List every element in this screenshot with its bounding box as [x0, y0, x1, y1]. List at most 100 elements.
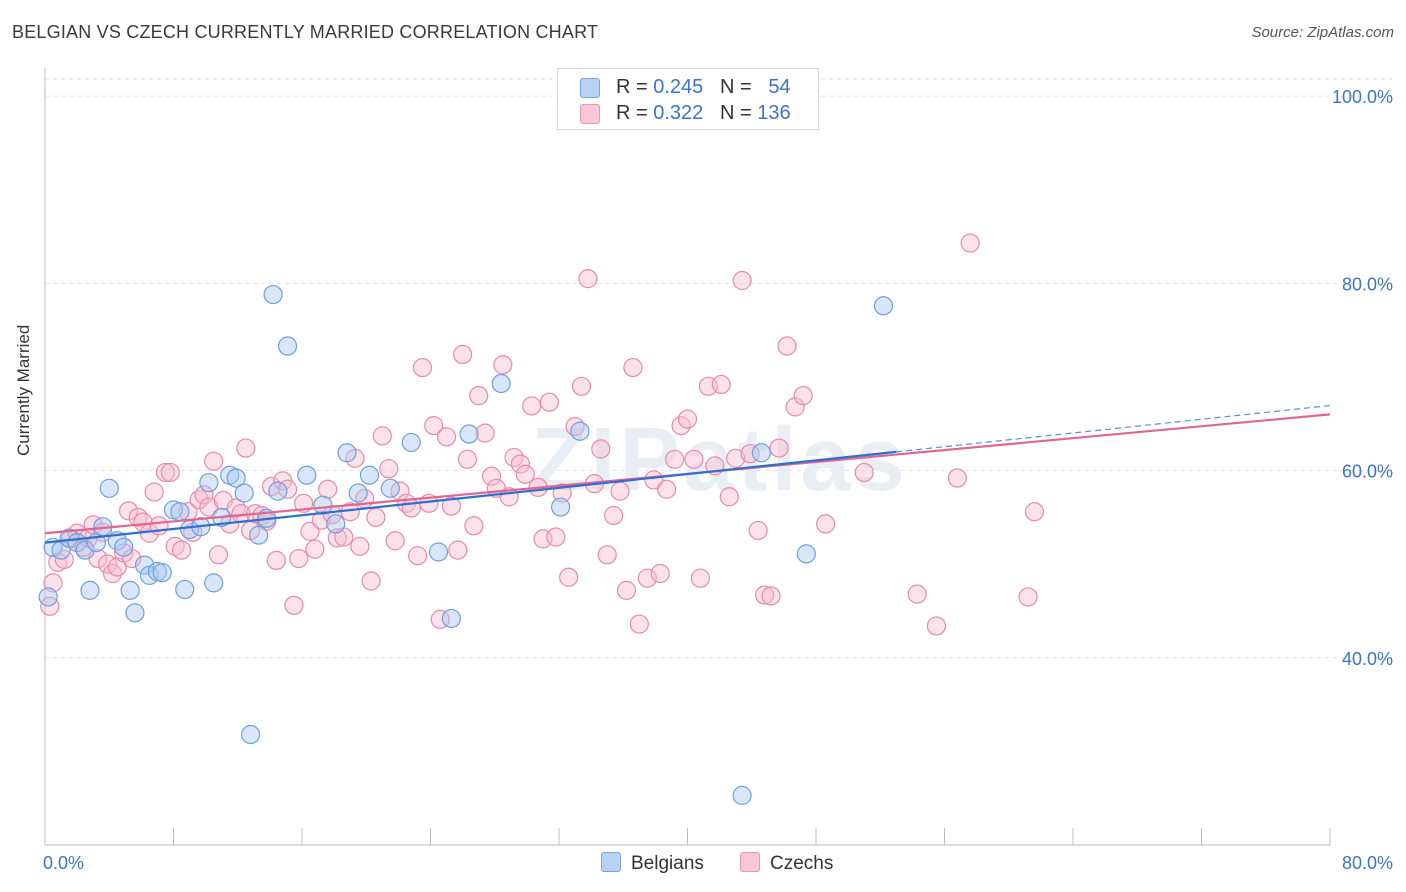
- belgians-point: [263, 284, 283, 305]
- czechs-point: [208, 545, 229, 565]
- tick-labels: 40.0% 60.0% 80.0% 100.0% 0.0% 80.0%: [43, 87, 1393, 873]
- czechs-point: [769, 438, 789, 458]
- belgians-point: [551, 497, 571, 517]
- belgians-trend-line: [44, 450, 897, 544]
- czechs-point: [719, 487, 739, 507]
- belgians-r-label: R =: [616, 76, 654, 98]
- czechs-point: [732, 270, 752, 291]
- belgians-point: [428, 542, 449, 562]
- czechs-point: [412, 357, 433, 378]
- czechs-point: [401, 498, 421, 518]
- czechs-point: [481, 466, 502, 486]
- belgians-r-value: 0.245: [653, 76, 704, 98]
- czechs-point: [629, 614, 649, 634]
- czechs-point: [441, 496, 461, 516]
- czechs-point: [657, 479, 677, 499]
- czechs-point: [591, 439, 611, 459]
- czechs-point: [436, 427, 457, 447]
- czechs-point: [464, 516, 484, 536]
- czechs-point: [118, 501, 139, 521]
- czechs-point: [361, 571, 381, 591]
- czechs-point: [947, 468, 967, 488]
- belgians-trend-extension: [896, 404, 1331, 453]
- belgians-point: [732, 785, 752, 805]
- czechs-point: [266, 550, 286, 571]
- czechs-point: [144, 482, 164, 502]
- czechs-point: [424, 416, 444, 436]
- czechs-point: [236, 438, 256, 458]
- belgians-point: [80, 580, 100, 600]
- czechs-point: [453, 344, 473, 365]
- belgians-point: [175, 579, 195, 600]
- czechs-point: [777, 336, 797, 356]
- czechs-point: [597, 545, 617, 565]
- belgians-point: [38, 587, 58, 607]
- czechs-n-label: N =: [719, 102, 758, 124]
- belgians-point: [170, 502, 190, 522]
- czechs-point: [748, 520, 768, 541]
- legend-item-belgians: Belgians: [601, 852, 704, 875]
- belgians-point: [796, 544, 816, 564]
- czechs-point: [133, 512, 153, 532]
- czechs-point: [160, 462, 180, 483]
- czechs-point: [1024, 502, 1045, 522]
- czechs-point: [408, 546, 428, 566]
- czechs-point: [650, 563, 670, 584]
- belgians-point: [459, 424, 479, 444]
- czechs-point: [366, 507, 386, 527]
- czechs-point: [546, 527, 566, 547]
- czechs-point: [623, 357, 643, 378]
- czechs-r-value: 0.322: [653, 102, 704, 124]
- czechs-point: [793, 386, 813, 406]
- belgians-point: [277, 336, 298, 356]
- czechs-legend-swatch: [740, 852, 760, 872]
- belgians-point: [120, 580, 140, 600]
- czechs-point: [171, 540, 192, 560]
- belgians-point: [226, 468, 246, 488]
- czechs-point: [311, 510, 331, 530]
- czechs-point: [469, 386, 489, 406]
- czechs-point: [289, 548, 309, 569]
- belgians-point: [873, 296, 894, 316]
- czechs-point: [493, 355, 513, 375]
- czechs-point: [522, 396, 542, 416]
- belgians-point: [491, 373, 511, 394]
- czechs-point: [711, 374, 731, 395]
- correlation-legend: R = 0.245 N = 54 R = 0.322 N = 136: [557, 68, 819, 130]
- czechs-point: [816, 514, 836, 534]
- belgians-points: [38, 284, 894, 805]
- y-tick-label: 60.0%: [1342, 462, 1393, 482]
- belgians-point: [751, 443, 771, 463]
- belgians-point: [401, 432, 421, 453]
- belgians-point: [125, 603, 145, 623]
- czechs-point: [475, 423, 495, 443]
- czechs-legend-label: Czechs: [770, 853, 834, 874]
- czechs-point: [350, 536, 370, 556]
- belgians-point: [337, 443, 357, 463]
- czechs-point: [571, 376, 592, 396]
- czechs-point: [385, 531, 405, 551]
- czechs-point: [559, 567, 579, 587]
- belgians-point: [297, 465, 317, 485]
- czechs-point: [318, 479, 338, 499]
- czechs-point: [277, 479, 298, 499]
- czechs-point: [448, 540, 468, 560]
- czechs-point: [785, 397, 805, 417]
- czechs-point: [637, 568, 657, 588]
- czechs-point: [665, 449, 685, 469]
- trend-lines: [44, 404, 1331, 544]
- czechs-point: [155, 462, 176, 483]
- belgians-point: [348, 483, 368, 503]
- czechs-point: [610, 481, 630, 501]
- czechs-point: [327, 528, 347, 548]
- belgians-point: [326, 514, 346, 534]
- y-tick-label: 40.0%: [1342, 649, 1393, 669]
- czechs-point: [754, 585, 775, 605]
- belgians-point: [441, 608, 461, 629]
- czechs-n-value: 136: [757, 102, 791, 124]
- czechs-point: [305, 539, 325, 559]
- source-label: Source: ZipAtlas.com: [1251, 24, 1394, 41]
- belgians-n-label: N =: [719, 76, 758, 98]
- belgians-point: [241, 724, 261, 745]
